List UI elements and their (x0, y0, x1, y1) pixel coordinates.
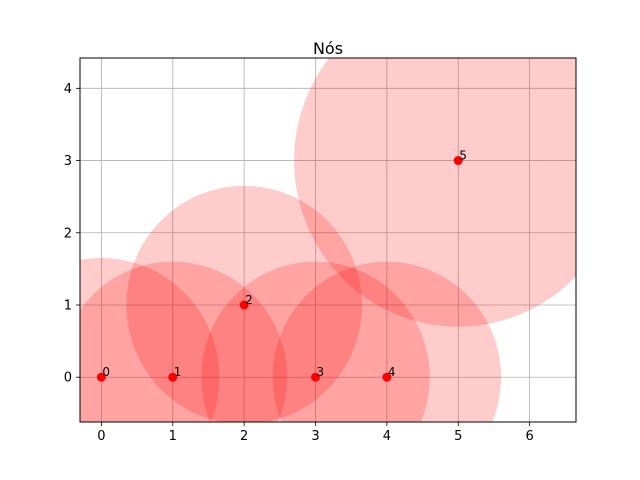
node-radius-circle (80, 261, 287, 422)
node-point (96, 372, 106, 382)
x-tick-label: 0 (97, 429, 105, 444)
x-tick-label: 4 (383, 429, 391, 444)
x-tick-label: 3 (311, 429, 319, 444)
axis-ticks: 0 1 2 3 4 5 6 0 1 2 3 4 (64, 82, 534, 444)
plot-frame (79, 57, 577, 423)
y-tick-label: 0 (64, 371, 72, 386)
node-point (311, 372, 321, 382)
chart-title: Nós (313, 39, 343, 58)
node-label: 2 (245, 293, 253, 307)
y-tick-label: 2 (64, 226, 72, 241)
node-radius-circle (80, 258, 220, 422)
node-label: 5 (459, 149, 467, 163)
node-label: 1 (174, 365, 182, 379)
node-point (453, 156, 463, 166)
y-tick-label: 4 (64, 82, 72, 97)
x-tick-label: 2 (240, 429, 248, 444)
node-label: 3 (317, 365, 325, 379)
x-tick-label: 1 (169, 429, 177, 444)
node-radius-circle (272, 261, 502, 422)
data-points: 0 1 2 3 4 5 (96, 149, 467, 382)
y-tick-label: 3 (64, 154, 72, 169)
x-tick-label: 5 (454, 429, 462, 444)
x-tick-label: 6 (525, 429, 533, 444)
node-radius-circle (201, 261, 430, 422)
node-point (168, 372, 178, 382)
node-radius-circle (294, 58, 576, 327)
node-label: 4 (388, 365, 396, 379)
grid (80, 58, 576, 422)
radius-circles (80, 58, 576, 422)
node-point (239, 300, 249, 310)
node-label: 0 (102, 365, 110, 379)
node-point (382, 372, 392, 382)
y-tick-label: 1 (64, 299, 72, 314)
